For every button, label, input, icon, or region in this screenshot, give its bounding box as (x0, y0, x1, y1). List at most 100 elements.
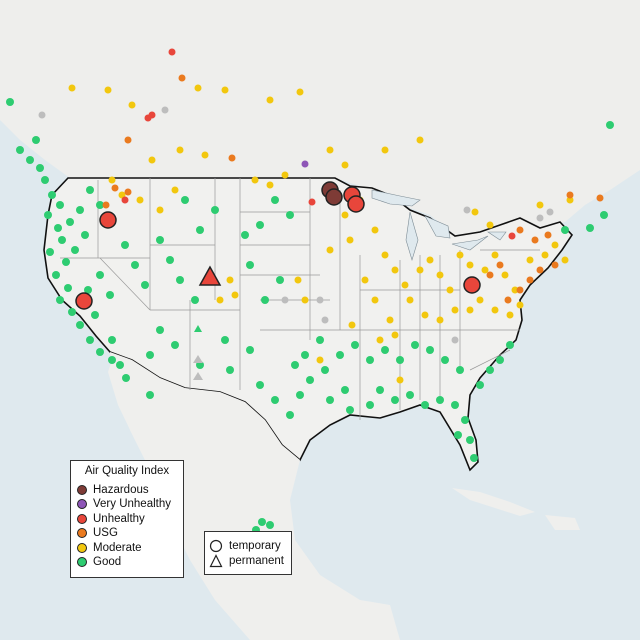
unhealthy-small-sites (121, 48, 516, 240)
map-marker (504, 296, 512, 304)
map-marker (226, 276, 234, 284)
map-marker (96, 201, 104, 209)
map-marker (316, 356, 324, 364)
map-marker (566, 196, 574, 204)
map-marker (76, 206, 84, 214)
map-marker (64, 284, 72, 292)
map-marker (463, 206, 471, 214)
map-marker (546, 208, 554, 216)
map-marker (168, 48, 176, 56)
legend-item-moderate: Moderate (77, 541, 142, 555)
map-marker (321, 366, 329, 374)
hazardous-sites (321, 181, 343, 206)
map-marker (456, 366, 464, 374)
map-marker (544, 231, 552, 239)
map-marker (456, 251, 464, 259)
map-marker (516, 226, 524, 234)
map-marker (196, 226, 204, 234)
map-marker (391, 266, 399, 274)
map-marker (166, 256, 174, 264)
map-marker (406, 296, 414, 304)
map-marker (131, 261, 139, 269)
map-marker (228, 154, 236, 162)
map-marker (416, 136, 424, 144)
map-marker (294, 276, 302, 284)
legend-label: temporary (229, 540, 281, 552)
map-marker (231, 291, 239, 299)
map-marker (286, 211, 294, 219)
map-marker (471, 208, 479, 216)
map-marker (551, 261, 559, 269)
monitor-points (6, 48, 614, 550)
map-marker (91, 311, 99, 319)
baja-peninsula (108, 360, 155, 470)
map-marker (221, 336, 229, 344)
map-marker (128, 101, 136, 109)
map-marker (296, 391, 304, 399)
map-marker (506, 341, 514, 349)
map-marker (52, 271, 60, 279)
map-marker (194, 325, 202, 332)
map-marker (301, 296, 309, 304)
map-marker (436, 396, 444, 404)
map-marker (386, 316, 394, 324)
map-marker (316, 296, 324, 304)
map-marker (346, 406, 354, 414)
map-marker (84, 286, 92, 294)
map-marker (46, 248, 54, 256)
map-marker (54, 224, 62, 232)
map-marker (341, 386, 349, 394)
map-marker (508, 232, 516, 240)
map-marker (124, 188, 132, 196)
map-marker (48, 191, 56, 199)
map-marker (181, 196, 189, 204)
map-marker (32, 136, 40, 144)
map-marker (526, 276, 534, 284)
legend-label: Good (93, 556, 122, 568)
map-marker (426, 256, 434, 264)
map-marker (381, 346, 389, 354)
legend-label: Unhealthy (93, 513, 145, 525)
no-data-sites (38, 106, 554, 344)
legend-label: Very Unhealthy (93, 498, 171, 510)
map-marker (266, 96, 274, 104)
map-marker (341, 161, 349, 169)
unhealthy-swatch-icon (77, 514, 87, 524)
map-marker (161, 106, 169, 114)
map-marker (411, 341, 419, 349)
map-marker (536, 214, 544, 222)
very-unhealthy-site (301, 160, 309, 168)
map-marker (551, 241, 559, 249)
map-marker (146, 391, 154, 399)
good-swatch-icon (77, 557, 87, 567)
map-marker (216, 296, 224, 304)
map-marker (421, 401, 429, 409)
map-marker (193, 355, 203, 363)
map-marker (261, 296, 269, 304)
map-marker (124, 136, 132, 144)
map-marker (246, 346, 254, 354)
map-marker (58, 236, 66, 244)
map-marker (121, 241, 129, 249)
map-marker (171, 341, 179, 349)
map-marker (141, 281, 149, 289)
map-marker (348, 321, 356, 329)
map-marker (146, 351, 154, 359)
map-marker (486, 366, 494, 374)
map-marker (136, 196, 144, 204)
map-marker (211, 206, 219, 214)
circle-icon (209, 539, 223, 553)
map-marker (148, 111, 156, 119)
map-marker (36, 164, 44, 172)
map-marker (156, 326, 164, 334)
triangle-icon (209, 554, 223, 568)
map-marker (381, 146, 389, 154)
legend-item-very-unhealthy: Very Unhealthy (77, 497, 171, 511)
map-marker (606, 121, 614, 129)
map-marker (41, 176, 49, 184)
hazardous-swatch-icon (77, 485, 87, 495)
map-marker (176, 146, 184, 154)
map-marker (391, 331, 399, 339)
map-marker (194, 84, 202, 92)
aqi-legend: Air Quality Index Hazardous Very Unhealt… (70, 460, 184, 578)
